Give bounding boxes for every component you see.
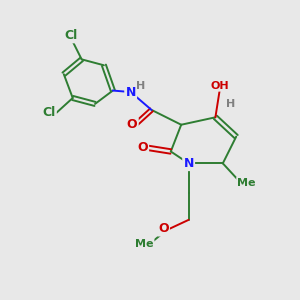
Text: N: N: [184, 157, 194, 170]
Text: Me: Me: [135, 238, 153, 249]
Text: O: O: [137, 140, 148, 154]
Text: Cl: Cl: [42, 106, 56, 119]
Text: Cl: Cl: [64, 29, 78, 42]
Text: N: N: [125, 85, 136, 98]
Text: H: H: [226, 99, 235, 109]
Text: H: H: [136, 81, 146, 91]
Text: OH: OH: [211, 80, 229, 91]
Text: O: O: [158, 222, 169, 235]
Text: O: O: [127, 118, 137, 131]
Text: Me: Me: [237, 178, 256, 188]
